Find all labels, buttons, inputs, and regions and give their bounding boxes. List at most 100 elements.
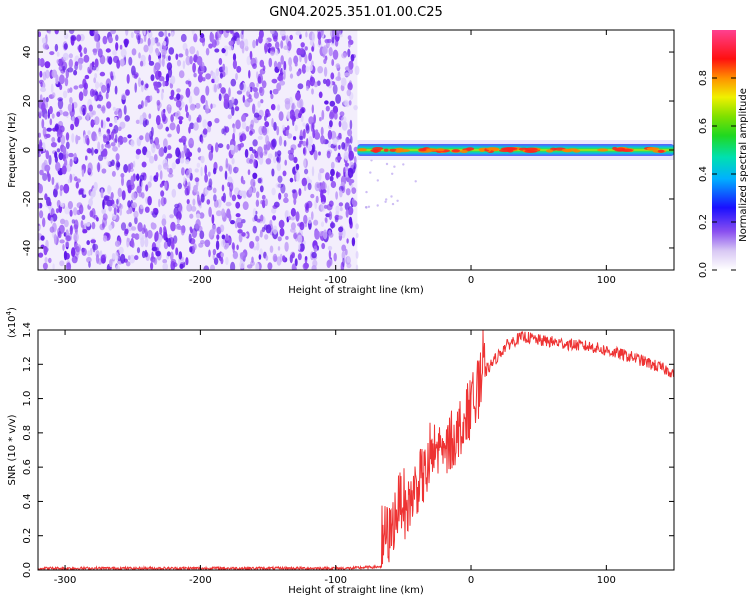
noise-speckle <box>67 103 73 112</box>
noise-speckle <box>283 140 287 147</box>
noise-speckle <box>297 253 302 261</box>
noise-speckle <box>193 86 200 96</box>
chart-title: GN04.2025.351.01.00.C25 <box>269 5 443 20</box>
y-tick-label: 0.2 <box>22 528 33 544</box>
noise-speckle <box>348 178 352 186</box>
noise-speckle <box>115 264 121 270</box>
noise-speckle <box>282 255 286 262</box>
noise-speckle <box>185 111 190 119</box>
noise-speckle <box>119 58 125 67</box>
noise-speckle <box>264 42 269 53</box>
noise-speckle <box>165 126 169 132</box>
noise-speckle <box>112 146 118 152</box>
noise-speckle <box>304 185 307 192</box>
noise-speckle <box>75 181 80 189</box>
noise-speckle <box>102 213 108 221</box>
noise-speckle <box>215 68 220 77</box>
noise-speckle <box>228 213 232 222</box>
noise-speckle <box>130 31 134 39</box>
noise-speckle <box>225 30 231 34</box>
noise-speckle <box>127 134 132 139</box>
noise-speckle <box>308 136 313 146</box>
noise-speckle <box>213 199 219 208</box>
noise-speckle <box>185 159 190 165</box>
noise-speckle <box>59 202 65 208</box>
noise-speckle <box>233 145 239 153</box>
noise-speckle <box>200 61 205 71</box>
noise-speckle <box>119 44 123 50</box>
noise-speckle <box>229 30 233 35</box>
noise-speckle <box>113 116 118 124</box>
noise-speckle <box>281 124 286 131</box>
noise-speckle <box>280 40 284 49</box>
noise-speckle <box>154 62 161 71</box>
noise-speckle <box>44 193 48 201</box>
noise-speckle <box>278 74 284 83</box>
noise-speckle <box>176 218 180 224</box>
noise-speckle <box>87 162 93 173</box>
noise-speckle <box>94 73 98 79</box>
noise-speckle <box>179 263 184 269</box>
noise-speckle <box>99 71 106 77</box>
noise-speckle <box>353 105 358 111</box>
noise-speckle <box>112 130 116 135</box>
noise-speckle <box>335 76 342 82</box>
noise-speckle <box>328 232 334 238</box>
noise-speckle <box>69 30 75 35</box>
noise-speckle <box>38 57 42 66</box>
noise-speckle <box>78 44 82 53</box>
noise-speckle <box>264 146 268 155</box>
noise-speckle <box>302 122 306 127</box>
noise-speckle <box>106 83 110 94</box>
noise-speckle <box>106 55 110 63</box>
noise-speckle <box>94 58 99 68</box>
noise-speckle <box>318 151 321 156</box>
noise-speckle <box>270 46 276 52</box>
noise-speckle <box>256 218 261 223</box>
noise-speckle <box>205 85 210 96</box>
noise-speckle <box>208 43 213 49</box>
noise-speckle <box>156 99 161 106</box>
spectrogram-x-axis-label: Height of straight line (km) <box>288 285 424 296</box>
noise-speckle <box>234 220 238 229</box>
noise-speckle <box>57 98 64 110</box>
noise-speckle <box>347 82 353 91</box>
noise-speckle <box>101 208 106 215</box>
signal-peak <box>436 148 445 152</box>
noise-speckle <box>336 156 342 161</box>
noise-speckle <box>271 78 278 84</box>
noise-speckle <box>65 141 70 150</box>
noise-speckle <box>38 225 41 230</box>
noise-speckle <box>167 173 174 178</box>
noise-speckle <box>125 30 129 36</box>
noise-speckle <box>282 170 287 177</box>
noise-speckle <box>164 30 168 38</box>
colorbar-tick-label: 0.4 <box>698 166 709 182</box>
noise-speckle <box>230 220 235 225</box>
noise-speckle <box>131 65 136 76</box>
noise-speckle <box>83 87 88 97</box>
noise-speckle <box>41 102 46 112</box>
noise-speckle <box>73 152 77 162</box>
noise-speckle <box>257 177 262 184</box>
noise-speckle <box>320 181 327 191</box>
noise-speckle <box>249 241 255 249</box>
noise-speckle <box>102 235 108 242</box>
noise-speckle <box>140 204 144 210</box>
noise-speckle <box>45 96 49 103</box>
noise-speckle <box>223 125 227 136</box>
noise-speckle <box>314 230 320 240</box>
noise-speckle <box>129 254 136 264</box>
noise-speckle <box>278 192 282 200</box>
noise-speckle <box>171 31 174 37</box>
noise-speckle <box>52 92 56 98</box>
noise-speckle <box>322 229 328 240</box>
noise-speckle <box>251 149 257 154</box>
noise-speckle <box>241 232 246 237</box>
noise-speckle <box>57 97 63 102</box>
noise-speckle <box>51 137 56 143</box>
noise-speckle <box>97 48 103 58</box>
noise-speckle <box>214 48 220 53</box>
x-tick-label: -100 <box>324 575 347 586</box>
noise-speckle <box>297 234 303 244</box>
